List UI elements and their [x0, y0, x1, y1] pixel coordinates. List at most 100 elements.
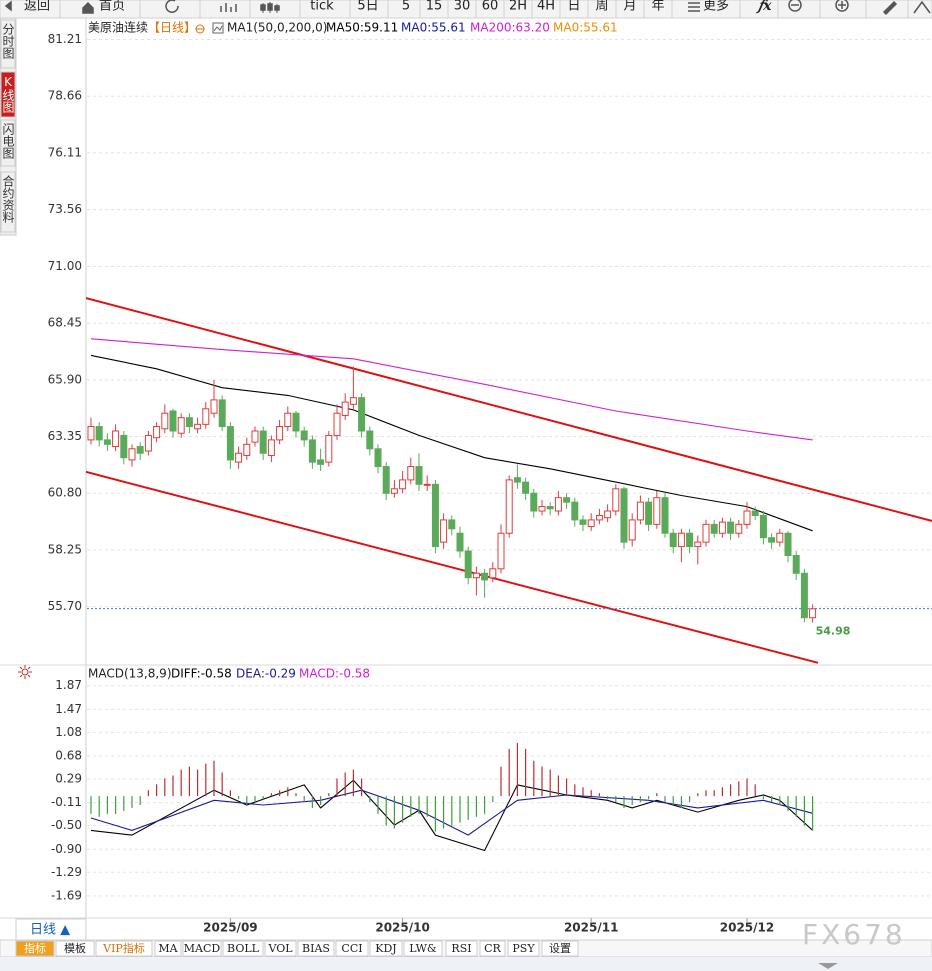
indicator-tab-label[interactable]: 指标 [24, 941, 46, 955]
indicator-tab-label[interactable]: BOLL [227, 942, 260, 955]
sidebar-tab[interactable] [0, 119, 16, 167]
toolbar-button[interactable]: 日 [567, 0, 580, 14]
candle-body [718, 521, 726, 534]
candle-body [358, 397, 366, 432]
indicator-tab[interactable] [507, 940, 540, 957]
toolbar-button[interactable]: 15 [426, 0, 443, 14]
indicator-tab[interactable] [222, 940, 264, 957]
indicator-tab[interactable] [264, 940, 297, 957]
toolbar-button[interactable]: 周 [595, 0, 608, 14]
indicator-tab-label[interactable]: MACD [184, 942, 221, 955]
toolbar-button[interactable]: 返回 [24, 0, 50, 14]
candle-body [686, 532, 694, 548]
toolbar-button[interactable]: 年 [651, 0, 664, 14]
sidebar-tab-label[interactable]: 合约资料 [1, 174, 15, 223]
indicator-tab-label[interactable]: CCI [341, 942, 362, 955]
indicator-tab[interactable] [445, 940, 478, 957]
indicator-tab-label[interactable]: 模板 [64, 941, 86, 955]
candle-body [153, 426, 161, 439]
indicator-tab-label[interactable]: MA [158, 942, 178, 955]
indicator-tab[interactable] [369, 940, 403, 957]
candle-body [415, 466, 423, 485]
settings-icon[interactable] [18, 665, 32, 679]
candle-body [694, 541, 702, 548]
candle-body [276, 426, 284, 441]
candle-body [177, 417, 185, 434]
y-tick-label: 0.68 [55, 748, 82, 762]
candle-body [423, 483, 431, 486]
candle-body [579, 519, 587, 525]
sidebar-tab[interactable] [0, 19, 16, 69]
toolbar-button[interactable]: 60 [482, 0, 499, 14]
candle-body [267, 439, 275, 456]
candle-body [169, 410, 177, 432]
timeframe-label[interactable]: 日线 ▲ [30, 923, 70, 938]
toolbar-button[interactable]: 30 [454, 0, 471, 14]
indicator-tab[interactable] [154, 940, 182, 957]
candle-body [120, 434, 128, 459]
toolbar [0, 0, 932, 19]
y-tick-label: 65.90 [48, 372, 82, 386]
toolbar-button[interactable]: 5 [402, 0, 410, 14]
indicator-tab-label[interactable]: 设置 [549, 942, 571, 955]
fx-icon[interactable]: 𝑓x [755, 0, 772, 14]
legend-item: MACD:-0.58 [299, 667, 370, 681]
indicator-tab-label[interactable]: PSY [512, 942, 535, 955]
indicator-tab[interactable] [95, 940, 153, 957]
indicator-tab-label[interactable]: BIAS [302, 942, 330, 955]
indicator-tab[interactable] [479, 940, 506, 957]
candle-body [185, 417, 193, 428]
legend-item: DIFF:-0.58 [171, 667, 232, 681]
legend-item: MA0:55.61 [401, 21, 466, 35]
toolbar-button[interactable]: 5日 [357, 0, 378, 14]
y-tick-label: -0.50 [51, 818, 82, 832]
candle-body [399, 479, 407, 490]
indicator-tab-label[interactable]: CR [484, 942, 501, 955]
toolbar-button[interactable]: 4H [537, 0, 555, 14]
y-tick-label: 55.70 [48, 599, 82, 613]
indicator-label: MA1(50,0,200,0) [227, 21, 327, 35]
y-tick-label: -0.11 [51, 795, 82, 809]
sidebar-tab[interactable] [0, 71, 16, 118]
candle-body [554, 497, 562, 512]
indicator-tab-label[interactable]: VOL [267, 942, 293, 955]
candle-body [456, 532, 464, 552]
candle-body [259, 430, 267, 454]
candle-body [530, 492, 538, 512]
candle-body [571, 501, 579, 521]
candle-body [784, 532, 792, 556]
indicator-tab[interactable] [403, 940, 443, 957]
toolbar-button[interactable]: 首页 [99, 0, 125, 14]
y-tick-label: 73.56 [48, 202, 82, 216]
indicator-tab-label[interactable]: LW& [409, 942, 437, 955]
sidebar-tab-label[interactable]: 闪电图 [1, 123, 15, 159]
candle-body [235, 452, 243, 463]
indicator-tab[interactable] [55, 940, 95, 957]
indicator-tab-label[interactable]: VIP指标 [102, 941, 145, 955]
toolbar-button[interactable]: 月 [623, 0, 636, 14]
toolbar-button[interactable]: tick [310, 0, 334, 14]
candle-body [349, 397, 357, 405]
candle-body [792, 554, 800, 574]
indicator-tab[interactable] [182, 940, 222, 957]
candle-body [735, 523, 743, 534]
candle-body [136, 446, 144, 454]
last-price-label: 54.98 [816, 625, 851, 638]
candle-body [612, 488, 620, 512]
indicator-tab[interactable] [335, 940, 369, 957]
toolbar-button[interactable]: 更多 [703, 0, 729, 14]
sidebar-tab-label[interactable]: 分时图 [1, 23, 15, 59]
candle-body [243, 443, 251, 456]
toolbar-button[interactable]: 2H [509, 0, 527, 14]
candle-body [595, 514, 603, 521]
toolbar-icons [4, 0, 931, 16]
candle-body [481, 572, 489, 581]
sidebar-tab-label[interactable]: K线图 [1, 75, 15, 113]
indicator-tab[interactable] [297, 940, 335, 957]
sidebar-tab[interactable] [0, 171, 16, 233]
indicator-tab-label[interactable]: KDJ [375, 942, 396, 955]
indicator-tab[interactable] [15, 940, 55, 957]
indicator-tab[interactable] [541, 940, 579, 957]
indicator-tab-label[interactable]: RSI [451, 942, 471, 955]
